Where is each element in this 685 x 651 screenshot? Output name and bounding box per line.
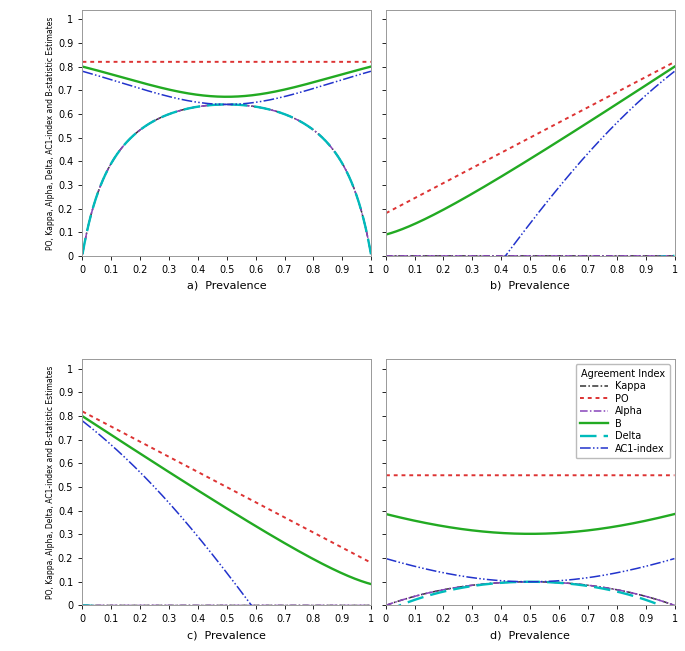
X-axis label: a)  Prevalence: a) Prevalence (187, 281, 266, 290)
Y-axis label: PO, Kappa, Alpha, Delta, AC1-index and B-statistic Estimates: PO, Kappa, Alpha, Delta, AC1-index and B… (46, 16, 55, 249)
X-axis label: c)  Prevalence: c) Prevalence (187, 630, 266, 640)
Y-axis label: PO, Kappa, Alpha, Delta, AC1-index and B-statistic Estimates: PO, Kappa, Alpha, Delta, AC1-index and B… (46, 366, 55, 599)
X-axis label: b)  Prevalence: b) Prevalence (490, 281, 570, 290)
Legend: Kappa, PO, Alpha, B, Delta, AC1-index: Kappa, PO, Alpha, B, Delta, AC1-index (575, 364, 670, 458)
X-axis label: d)  Prevalence: d) Prevalence (490, 630, 570, 640)
